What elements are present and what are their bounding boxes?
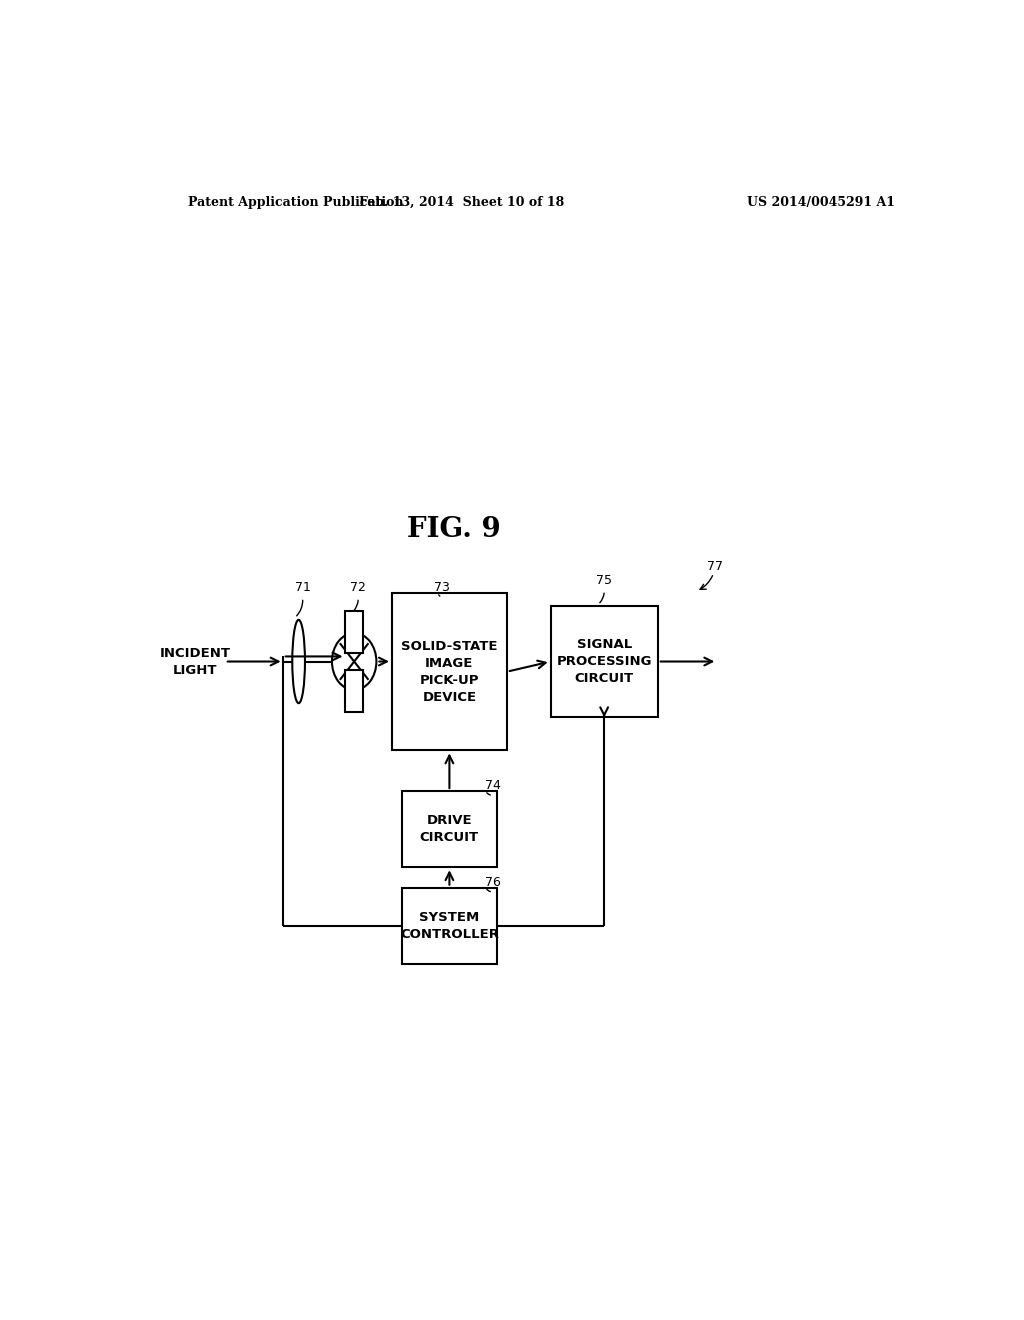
Ellipse shape [292, 620, 305, 704]
Text: SOLID-STATE
IMAGE
PICK-UP
DEVICE: SOLID-STATE IMAGE PICK-UP DEVICE [401, 640, 498, 704]
Bar [345, 669, 362, 713]
Text: 76: 76 [485, 875, 501, 888]
Bar [551, 606, 657, 718]
Text: FIG. 9: FIG. 9 [407, 516, 501, 543]
Text: SYSTEM
CONTROLLER: SYSTEM CONTROLLER [400, 911, 499, 941]
Text: DRIVE
CIRCUIT: DRIVE CIRCUIT [420, 814, 479, 845]
Text: 77: 77 [708, 561, 723, 573]
Text: US 2014/0045291 A1: US 2014/0045291 A1 [748, 195, 895, 209]
Text: 72: 72 [350, 581, 367, 594]
Text: 71: 71 [295, 581, 310, 594]
Text: INCIDENT
LIGHT: INCIDENT LIGHT [160, 647, 231, 677]
Text: Feb. 13, 2014  Sheet 10 of 18: Feb. 13, 2014 Sheet 10 of 18 [358, 195, 564, 209]
Circle shape [332, 634, 377, 690]
Text: 74: 74 [485, 779, 501, 792]
Text: 73: 73 [434, 581, 451, 594]
Text: 75: 75 [596, 574, 612, 586]
Bar [392, 593, 507, 751]
Bar [401, 791, 497, 867]
Text: Patent Application Publication: Patent Application Publication [187, 195, 403, 209]
Text: SIGNAL
PROCESSING
CIRCUIT: SIGNAL PROCESSING CIRCUIT [556, 638, 652, 685]
Bar [345, 611, 362, 653]
Bar [401, 887, 497, 964]
